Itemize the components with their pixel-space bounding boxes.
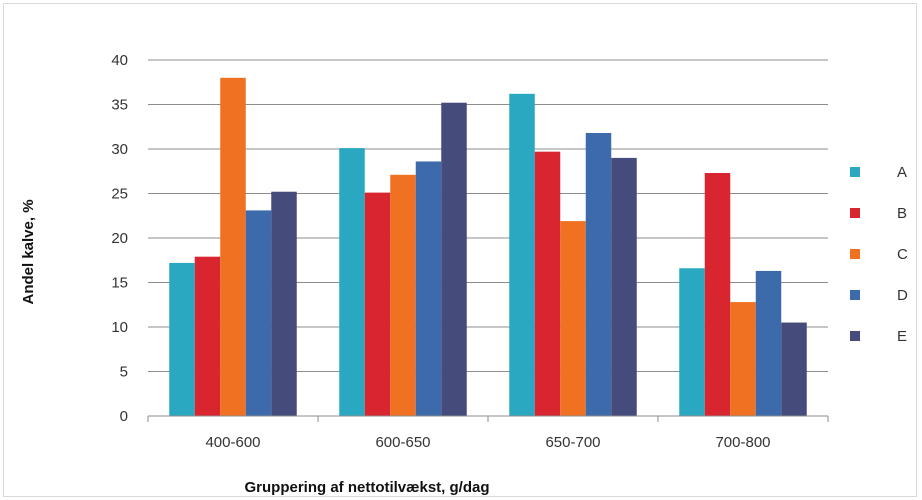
legend: A B C D E	[850, 164, 908, 345]
bar-E-650-700	[611, 157, 637, 416]
x-tick-label: 400-600	[205, 434, 260, 451]
bar-B-400-600	[194, 256, 221, 416]
bar-A-700-800	[679, 268, 705, 416]
bar-C-600-650	[390, 174, 416, 416]
y-tick-label: 35	[111, 97, 128, 114]
bar-B-600-650	[364, 192, 391, 416]
y-axis-title: Andel kalve, %	[20, 199, 37, 304]
x-axis-ticks: 400-600 600-650 650-700 700-800	[147, 416, 829, 451]
legend-swatch-E	[850, 331, 860, 341]
bar-C-650-700	[560, 221, 586, 416]
y-tick-label: 0	[120, 408, 128, 425]
bar-D-700-800	[755, 270, 782, 416]
bar-D-400-600	[245, 210, 272, 416]
y-tick-label: 10	[111, 319, 128, 336]
bar-C-400-600	[220, 77, 246, 417]
bar-D-650-700	[585, 132, 612, 417]
y-tick-label: 5	[120, 364, 128, 381]
y-axis-ticks: 0 5 10 15 20 25 30 35 40	[111, 52, 128, 425]
legend-swatch-C	[850, 249, 860, 259]
legend-label-A: A	[897, 164, 907, 181]
legend-label-E: E	[897, 328, 907, 345]
bar-D-600-650	[415, 161, 442, 416]
legend-label-D: D	[897, 287, 908, 304]
bar-E-600-650	[441, 102, 467, 416]
y-tick-label: 15	[111, 275, 128, 292]
y-tick-label: 30	[111, 141, 128, 158]
legend-label-C: C	[897, 246, 908, 263]
bar-E-400-600	[271, 191, 297, 416]
x-axis-title: Gruppering af nettotilvækst, g/dag	[244, 479, 489, 496]
legend-swatch-B	[850, 208, 860, 218]
bar-A-600-650	[339, 148, 365, 417]
x-tick-label: 600-650	[375, 434, 430, 451]
bar-A-650-700	[509, 93, 535, 416]
y-tick-label: 40	[111, 52, 128, 69]
legend-swatch-D	[850, 290, 860, 300]
bar-A-400-600	[169, 262, 195, 416]
y-tick-label: 20	[111, 230, 128, 247]
y-tick-label: 25	[111, 186, 128, 203]
legend-label-B: B	[897, 205, 907, 222]
bar-C-700-800	[730, 302, 756, 416]
bar-B-650-700	[534, 151, 561, 417]
x-tick-label: 700-800	[715, 434, 770, 451]
legend-swatch-A	[850, 167, 860, 177]
bar-E-700-800	[781, 322, 807, 416]
bars	[169, 77, 807, 417]
x-tick-label: 650-700	[545, 434, 600, 451]
bar-B-700-800	[704, 173, 731, 416]
